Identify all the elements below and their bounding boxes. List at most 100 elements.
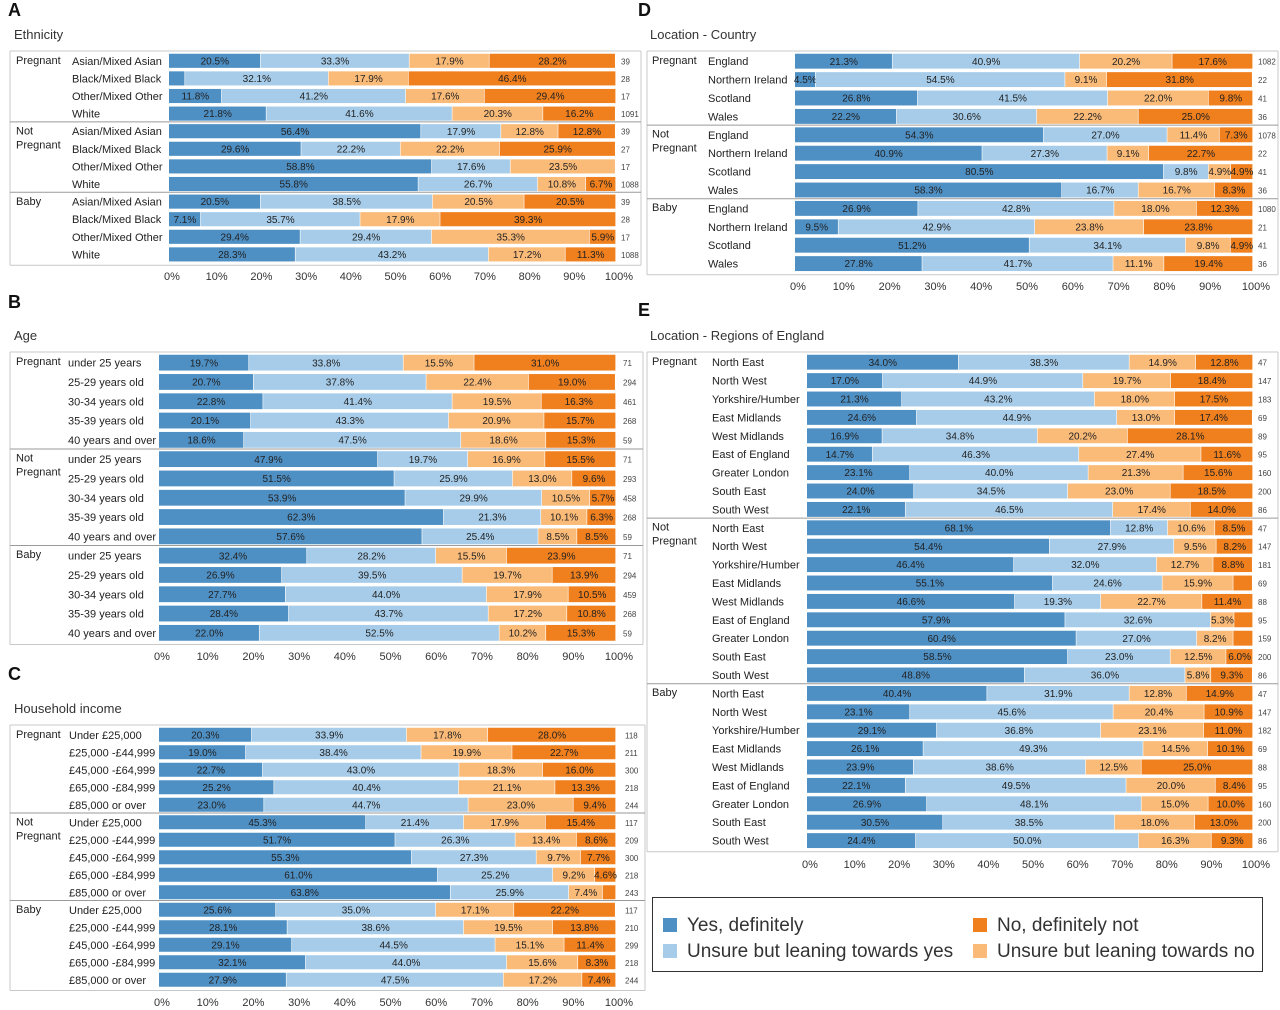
data-label: 18.0% xyxy=(1121,395,1149,406)
bar-segment-no-definitely xyxy=(543,106,615,121)
group-label: Baby xyxy=(652,687,678,699)
bar-segment-yes-definitely xyxy=(807,557,1014,573)
group-label: Not xyxy=(652,129,669,141)
bar-segment-leaning-no xyxy=(538,528,577,545)
data-label: 21.3% xyxy=(840,395,868,406)
bar-segment-leaning-no xyxy=(1156,557,1213,573)
bar-segment-leaning-no xyxy=(1141,796,1208,812)
category-label: North East xyxy=(712,688,764,700)
bar-segment-leaning-no xyxy=(432,194,524,209)
data-label: 17.6% xyxy=(431,92,459,103)
legend-label-leaning-no: Unsure but leaning towards no xyxy=(997,941,1255,962)
sample-size-label: 88 xyxy=(1258,764,1267,773)
data-label: 41.2% xyxy=(300,92,328,103)
bar-segment-leaning-no xyxy=(1143,741,1208,757)
data-label: 18.0% xyxy=(1141,818,1169,829)
data-label: 38.5% xyxy=(333,197,361,208)
bar-segment-no-definitely xyxy=(488,727,616,742)
panel-title: Location - Country xyxy=(650,27,757,42)
bar-segment-leaning-no xyxy=(1196,630,1233,646)
category-label: West Midlands xyxy=(712,596,784,608)
bar-segment-leaning-no xyxy=(1094,391,1175,407)
x-tick-label: 70% xyxy=(1111,859,1133,871)
sample-size-label: 95 xyxy=(1258,782,1267,791)
data-label: 11.3% xyxy=(577,250,605,261)
group-label: Pregnant xyxy=(16,831,61,843)
bar-segment-leaning-no xyxy=(1107,145,1149,161)
bar-segment-leaning-yes xyxy=(943,814,1115,830)
bar-segment-leaning-no xyxy=(1138,833,1211,849)
data-label: 9.4% xyxy=(583,800,606,811)
data-label: 20.9% xyxy=(482,416,510,427)
data-label: 21.3% xyxy=(830,57,858,68)
bar-segment-yes-definitely xyxy=(169,141,301,156)
data-label: 25.9% xyxy=(496,888,524,899)
bar-segment-yes-definitely xyxy=(807,741,923,757)
bar-segment-leaning-yes xyxy=(259,624,499,641)
bar-segment-leaning-yes xyxy=(815,72,1065,88)
category-label: Greater London xyxy=(712,799,789,811)
data-label: 68.1% xyxy=(945,523,973,534)
bar-segment-no-definitely xyxy=(558,124,615,139)
data-label: 20.5% xyxy=(464,197,492,208)
sample-size-label: 293 xyxy=(623,475,637,484)
bar-segment-yes-definitely xyxy=(795,127,1044,143)
sample-size-label: 1078 xyxy=(1258,131,1276,140)
bar-segment-no-definitely xyxy=(1204,704,1253,720)
data-label: 14.0% xyxy=(1208,505,1236,516)
sample-size-label: 69 xyxy=(1258,580,1267,589)
group-label: Not xyxy=(16,125,33,137)
data-label: 23.0% xyxy=(197,800,225,811)
bar-segment-no-definitely xyxy=(1138,108,1253,124)
bar-segment-yes-definitely xyxy=(807,814,943,830)
category-label: Under £25,000 xyxy=(69,817,142,829)
bar-segment-leaning-yes xyxy=(307,547,436,564)
bar-segment-yes-definitely xyxy=(807,833,916,849)
category-label: South East xyxy=(712,817,766,829)
data-label: 43.0% xyxy=(347,765,375,776)
group-label: Not xyxy=(652,522,669,534)
bar-segment-yes-definitely xyxy=(159,567,282,583)
bar-segment-leaning-yes xyxy=(918,200,1114,216)
category-label: East Midlands xyxy=(712,744,782,756)
data-label: 46.3% xyxy=(962,450,990,461)
data-label: 41.7% xyxy=(1004,259,1032,270)
bar-segment-no-definitely xyxy=(545,451,616,468)
sample-size-label: 1088 xyxy=(621,251,639,260)
x-tick-label: 60% xyxy=(1062,281,1084,293)
bar-segment-yes-definitely xyxy=(807,575,1053,591)
data-label: 25.0% xyxy=(1183,763,1211,774)
bar-segment-no-definitely xyxy=(484,88,616,104)
bar-segment-yes-definitely xyxy=(159,745,246,760)
category-label: White xyxy=(72,109,100,121)
data-label: 26.9% xyxy=(206,571,234,582)
category-label: Black/Mixed Black xyxy=(72,73,162,85)
bar-segment-leaning-no xyxy=(458,780,555,795)
bar-segment-yes-definitely xyxy=(159,586,285,603)
data-label: 20.2% xyxy=(1112,57,1140,68)
sample-size-label: 71 xyxy=(623,552,632,561)
data-label: 43.3% xyxy=(336,416,364,427)
bar-segment-leaning-yes xyxy=(411,850,536,865)
data-label: 17.6% xyxy=(1199,57,1227,68)
bar-segment-leaning-yes xyxy=(421,124,501,139)
panel-title: Household income xyxy=(14,701,122,716)
bar-segment-leaning-yes xyxy=(926,796,1141,812)
bar-segment-leaning-no xyxy=(1138,182,1215,198)
data-label: 29.1% xyxy=(211,940,239,951)
bar-segment-leaning-yes xyxy=(266,106,452,121)
bar-segment-no-definitely xyxy=(1127,428,1253,444)
data-label: 10.1% xyxy=(550,513,578,524)
data-label: 29.4% xyxy=(352,232,380,243)
bar-segment-leaning-no xyxy=(501,124,558,139)
data-label: 17.5% xyxy=(1200,395,1228,406)
data-label: 11.4% xyxy=(576,940,604,951)
data-label: 22.2% xyxy=(551,905,579,916)
bar-segment-leaning-no xyxy=(1113,704,1204,720)
panel-title: Age xyxy=(14,328,37,343)
data-label: 38.6% xyxy=(985,763,1013,774)
data-label: 16.9% xyxy=(831,431,859,442)
x-tick-label: 100% xyxy=(1242,859,1270,871)
sample-size-label: 39 xyxy=(621,128,630,137)
data-label: 43.7% xyxy=(374,609,402,620)
